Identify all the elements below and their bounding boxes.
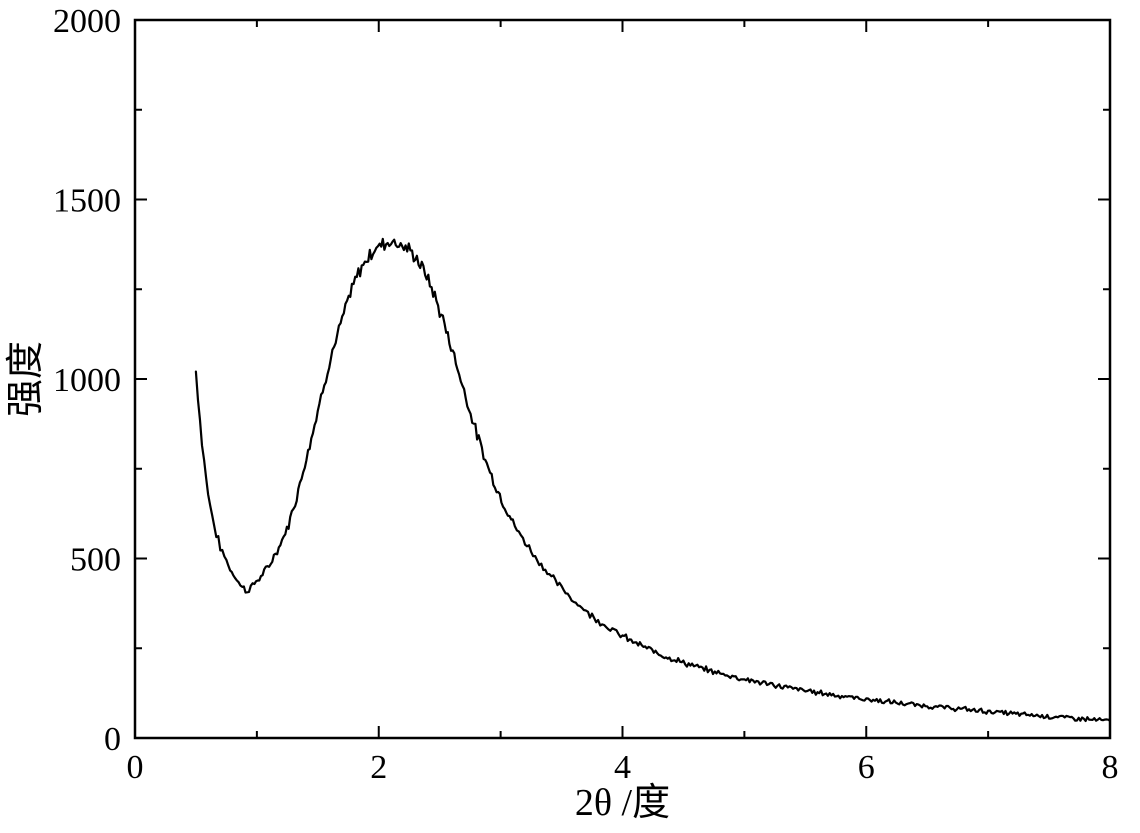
svg-text:0: 0 <box>104 721 121 758</box>
svg-text:8: 8 <box>1102 749 1119 786</box>
svg-text:500: 500 <box>70 542 121 579</box>
svg-text:6: 6 <box>858 749 875 786</box>
chart-svg: 0 2 4 6 8 0 500 1000 1500 2000 2θ /度 强度 <box>0 0 1140 833</box>
svg-text:2θ /度: 2θ /度 <box>575 782 670 824</box>
svg-text:4: 4 <box>614 749 631 786</box>
svg-text:1000: 1000 <box>53 362 121 399</box>
svg-text:2: 2 <box>370 749 387 786</box>
svg-text:2000: 2000 <box>53 3 121 40</box>
svg-text:强度: 强度 <box>5 341 47 417</box>
svg-text:0: 0 <box>127 749 144 786</box>
svg-text:1500: 1500 <box>53 183 121 220</box>
xrd-chart: 0 2 4 6 8 0 500 1000 1500 2000 2θ /度 强度 <box>0 0 1140 833</box>
